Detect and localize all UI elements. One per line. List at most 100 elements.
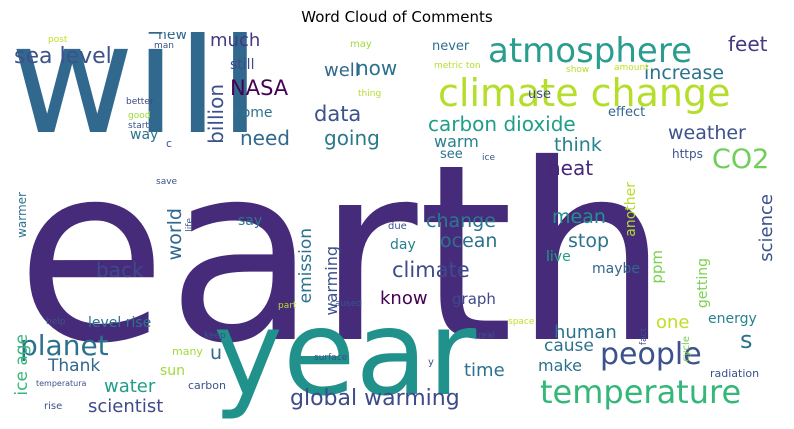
word-due: due <box>388 221 407 232</box>
word-nasa: NASA <box>230 76 289 100</box>
word-effect: effect <box>608 105 646 120</box>
word-people: people <box>600 337 702 372</box>
word-know: know <box>380 288 428 309</box>
word-energy: energy <box>708 311 757 327</box>
word-y: y <box>428 357 434 368</box>
word-world: world <box>164 208 186 261</box>
word-science: science <box>756 194 777 262</box>
word-rise: rise <box>44 401 63 412</box>
word-s: s <box>740 326 753 354</box>
word-caused: caused <box>330 299 363 309</box>
word-temperature: temperature <box>540 373 742 411</box>
word-space: space <box>508 317 535 327</box>
word-scientist: scientist <box>88 396 164 417</box>
word-another: another <box>623 182 639 237</box>
word-way: way <box>130 127 159 143</box>
word-never: never <box>432 39 470 54</box>
word-show: show <box>566 65 590 75</box>
word-post: post <box>48 35 68 45</box>
word-sun: sun <box>160 363 186 379</box>
word-carbon: carbon <box>188 379 226 392</box>
word-make: make <box>538 356 582 375</box>
word-heat: heat <box>548 156 594 180</box>
word-time: time <box>464 360 505 381</box>
word-data: data <box>314 102 362 126</box>
word-ice-age: ice age <box>12 334 32 396</box>
word-will: will <box>10 32 262 168</box>
word-man: man <box>154 41 174 51</box>
word-earth: earth <box>16 112 669 397</box>
word-thing: thing <box>358 89 382 99</box>
word-keep: keep <box>204 331 226 341</box>
word-ocean: ocean <box>440 230 498 252</box>
chart-title: Word Cloud of Comments <box>301 8 493 26</box>
word-still: still <box>230 57 255 73</box>
word-increase: increase <box>644 62 725 84</box>
word-come: come <box>234 105 273 121</box>
word-cycle: cycle <box>681 336 692 362</box>
word-sea-level: sea level <box>14 44 112 69</box>
word-carbon-dioxide: carbon dioxide <box>428 112 576 136</box>
word-now: now <box>356 56 398 80</box>
word-change: change <box>426 210 496 232</box>
word-back: back <box>96 258 144 282</box>
word-better: better <box>126 97 154 107</box>
word-warm: warm <box>434 132 479 151</box>
word-ppm: ppm <box>648 250 666 284</box>
word-year: year <box>213 284 477 422</box>
word-temperatura: temperatura <box>36 379 87 388</box>
word-emission: emission <box>296 228 316 304</box>
word-metric-ton: metric ton <box>434 61 481 71</box>
word-atmosphere: atmosphere <box>488 32 692 71</box>
word-going: going <box>324 126 380 150</box>
word-thank: Thank <box>48 356 101 376</box>
word-u: u <box>210 342 223 364</box>
word-billion: billion <box>204 84 228 144</box>
word-live: live <box>546 249 571 265</box>
word-cloud: earth will year climate change atmospher… <box>8 32 788 422</box>
word-feet: feet <box>728 32 768 56</box>
word-planet: planet <box>20 329 109 362</box>
word-stop: stop <box>568 230 610 252</box>
word-new: new <box>158 32 187 43</box>
word-need: need <box>240 126 290 150</box>
word-climate-change: climate change <box>438 71 731 115</box>
word-climate: climate <box>392 258 470 282</box>
word-life: life <box>185 218 195 232</box>
word-weather: weather <box>668 122 746 144</box>
word-ice: ice <box>482 153 495 163</box>
word-amount: amount <box>614 63 649 73</box>
word-day: day <box>390 237 416 253</box>
word-surface: surface <box>314 353 348 363</box>
word-real: real <box>478 331 496 341</box>
word-fact: fact <box>639 328 649 346</box>
word-save: save <box>156 177 178 187</box>
word-use: use <box>528 87 552 102</box>
word-see: see <box>440 147 463 162</box>
word-cause: cause <box>544 336 594 356</box>
word-part: part <box>278 301 297 311</box>
word-graph: graph <box>452 290 496 308</box>
word-may: may <box>350 39 372 50</box>
word-maybe: maybe <box>592 261 641 277</box>
word-one: one <box>656 312 690 333</box>
word-human: human <box>554 322 617 343</box>
word-mean: mean <box>552 206 606 228</box>
word-water: water <box>104 376 156 397</box>
word-radiation: radiation <box>710 367 760 380</box>
word-say: say <box>238 213 263 229</box>
word-co2: CO2 <box>712 144 770 175</box>
word-c: c <box>166 137 173 150</box>
word-global-warming: global warming <box>290 386 460 411</box>
word-well: well <box>324 60 360 81</box>
word-warmer: warmer <box>15 192 29 238</box>
word-https: https <box>672 147 703 161</box>
word-level-rise: level rise <box>88 315 152 331</box>
word-many: many <box>172 345 203 358</box>
word-getting: getting <box>695 258 711 309</box>
word-help: help <box>46 317 66 327</box>
word-much: much <box>210 32 261 51</box>
word-start: start <box>128 121 149 131</box>
word-good: good <box>128 111 151 121</box>
word-think: think <box>554 134 602 156</box>
